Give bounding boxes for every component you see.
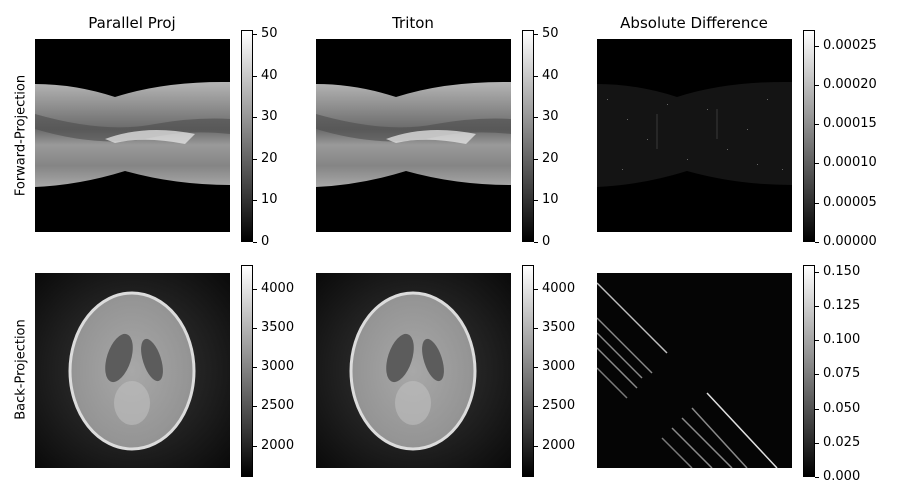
colorbar-tick-mark	[253, 242, 257, 243]
colorbar-tick-label: 0.050	[823, 401, 861, 416]
colorbar-tick-label: 20	[542, 151, 559, 166]
colorbar-tick-mark	[815, 374, 819, 375]
colorbar-tick-mark	[253, 289, 257, 290]
heatmap-back-difference	[597, 273, 792, 468]
colorbar-tick-label: 0.00020	[823, 77, 877, 92]
colorbar-tick-mark	[253, 117, 257, 118]
colorbar-tick-label: 0.00025	[823, 38, 877, 53]
colorbar-tick-mark	[253, 446, 257, 447]
colorbar-tick-label: 3000	[542, 359, 576, 374]
column-title-1: Parallel Proj	[88, 14, 176, 32]
colorbar-tick-mark	[534, 446, 538, 447]
colorbar-tick-mark	[815, 477, 819, 478]
colorbar-tick-label: 0.125	[823, 298, 861, 313]
colorbar-forward-difference	[803, 30, 815, 242]
heatmap-back-parallel	[35, 273, 230, 468]
colorbar-tick-label: 30	[261, 109, 278, 124]
colorbar-tick-mark	[534, 159, 538, 160]
colorbar-tick-label: 0.000	[823, 469, 861, 484]
colorbar-tick-mark	[815, 242, 819, 243]
colorbar-tick-mark	[815, 272, 819, 273]
colorbar-tick-label: 0.00010	[823, 155, 877, 170]
colorbar-tick-label: 40	[261, 68, 278, 83]
colorbar-forward-triton	[522, 30, 534, 242]
colorbar-tick-label: 2500	[542, 398, 576, 413]
colorbar-tick-mark	[534, 328, 538, 329]
row-label-forward: Forward-Projection	[13, 74, 29, 197]
colorbar-tick-mark	[815, 124, 819, 125]
colorbar-tick-label: 20	[261, 151, 278, 166]
colorbar-tick-label: 2000	[542, 438, 576, 453]
colorbar-back-triton	[522, 265, 534, 477]
heatmap-forward-parallel	[35, 39, 230, 232]
colorbar-tick-label: 0.075	[823, 366, 861, 381]
colorbar-tick-mark	[253, 76, 257, 77]
colorbar-tick-mark	[253, 200, 257, 201]
colorbar-tick-mark	[534, 289, 538, 290]
colorbar-tick-label: 0	[261, 234, 270, 249]
colorbar-tick-label: 0.025	[823, 435, 861, 450]
colorbar-tick-mark	[534, 406, 538, 407]
colorbar-tick-mark	[534, 34, 538, 35]
colorbar-tick-label: 10	[542, 192, 559, 207]
row-label-back: Back-Projection	[13, 319, 29, 420]
colorbar-tick-mark	[534, 117, 538, 118]
colorbar-tick-mark	[253, 367, 257, 368]
colorbar-back-difference	[803, 265, 815, 477]
colorbar-tick-label: 10	[261, 192, 278, 207]
colorbar-tick-mark	[534, 200, 538, 201]
heatmap-forward-difference	[597, 39, 792, 232]
colorbar-tick-mark	[253, 328, 257, 329]
colorbar-tick-mark	[815, 409, 819, 410]
colorbar-tick-label: 0.150	[823, 264, 861, 279]
colorbar-tick-label: 50	[542, 26, 559, 41]
colorbar-tick-mark	[534, 76, 538, 77]
colorbar-tick-label: 3000	[261, 359, 295, 374]
colorbar-tick-label: 0	[542, 234, 551, 249]
colorbar-tick-label: 4000	[261, 281, 295, 296]
colorbar-tick-mark	[815, 163, 819, 164]
colorbar-tick-label: 0.100	[823, 332, 861, 347]
colorbar-tick-label: 2000	[261, 438, 295, 453]
colorbar-forward-parallel	[241, 30, 253, 242]
colorbar-tick-mark	[815, 46, 819, 47]
colorbar-tick-mark	[815, 340, 819, 341]
colorbar-tick-mark	[815, 306, 819, 307]
colorbar-tick-mark	[534, 242, 538, 243]
colorbar-tick-mark	[534, 367, 538, 368]
colorbar-tick-label: 0.00015	[823, 116, 877, 131]
colorbar-tick-mark	[253, 159, 257, 160]
heatmap-forward-triton	[316, 39, 511, 232]
colorbar-back-parallel	[241, 265, 253, 477]
colorbar-tick-label: 0.00005	[823, 195, 877, 210]
colorbar-tick-mark	[253, 34, 257, 35]
heatmap-back-triton	[316, 273, 511, 468]
colorbar-tick-label: 0.00000	[823, 234, 877, 249]
colorbar-tick-mark	[815, 85, 819, 86]
colorbar-tick-label: 30	[542, 109, 559, 124]
colorbar-tick-label: 40	[542, 68, 559, 83]
colorbar-tick-mark	[815, 203, 819, 204]
column-title-3: Absolute Difference	[620, 14, 768, 32]
colorbar-tick-mark	[253, 406, 257, 407]
column-title-2: Triton	[392, 14, 434, 32]
colorbar-tick-label: 4000	[542, 281, 576, 296]
colorbar-tick-mark	[815, 443, 819, 444]
colorbar-tick-label: 50	[261, 26, 278, 41]
colorbar-tick-label: 2500	[261, 398, 295, 413]
colorbar-tick-label: 3500	[261, 320, 295, 335]
colorbar-tick-label: 3500	[542, 320, 576, 335]
